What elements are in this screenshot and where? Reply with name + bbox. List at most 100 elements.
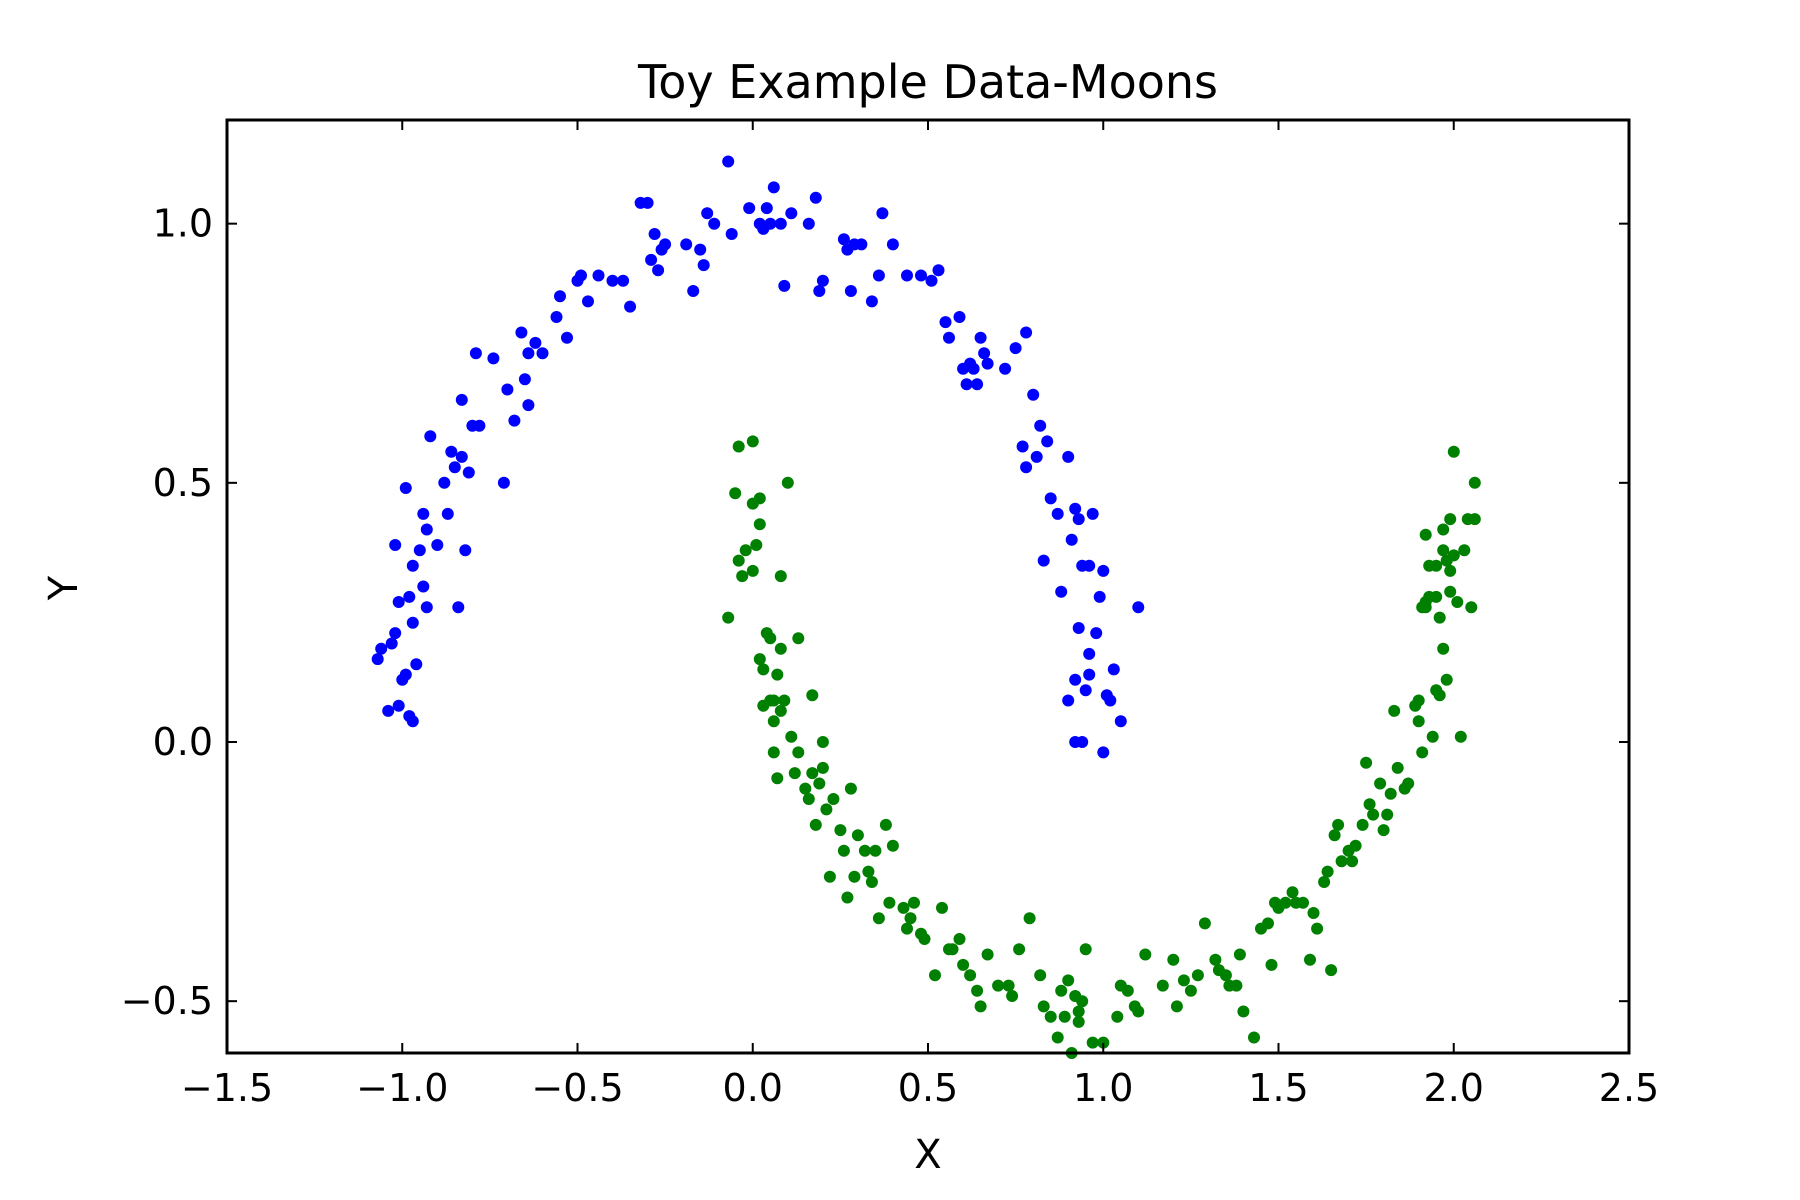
data-point-green	[964, 969, 977, 982]
data-point-green	[1444, 564, 1457, 577]
data-point-green	[1454, 730, 1467, 743]
data-point-green	[1447, 445, 1460, 458]
data-point-green	[820, 803, 833, 816]
data-point-blue	[981, 357, 994, 370]
data-point-green	[1198, 917, 1211, 930]
data-point-green	[1006, 990, 1019, 1002]
data-point-blue	[438, 476, 451, 489]
data-point-blue	[1030, 450, 1043, 463]
data-point-blue	[999, 362, 1012, 375]
data-point-blue	[417, 507, 430, 520]
data-point-green	[981, 948, 994, 961]
data-point-blue	[561, 331, 573, 344]
data-point-green	[746, 435, 759, 448]
x-tick-label: −1.0	[356, 1066, 448, 1110]
data-point-green	[767, 746, 780, 759]
data-point-green	[1191, 969, 1204, 982]
data-point-green	[901, 922, 913, 935]
data-point-green	[1377, 824, 1390, 837]
data-point-green	[1458, 544, 1471, 557]
data-point-blue	[971, 378, 984, 391]
data-point-green	[1318, 876, 1331, 888]
data-point-blue	[1097, 564, 1110, 577]
data-point-green	[774, 642, 787, 655]
data-point-blue	[809, 191, 822, 204]
data-point-blue	[624, 300, 637, 313]
y-axis-label: Y	[41, 575, 87, 601]
data-point-green	[799, 782, 812, 795]
data-point-green	[802, 793, 815, 805]
data-point-green	[816, 761, 829, 774]
data-point-blue	[774, 217, 787, 230]
data-point-green	[827, 793, 840, 805]
data-point-blue	[508, 414, 521, 427]
x-tick-label: 0.5	[898, 1066, 958, 1110]
data-point-green	[946, 943, 959, 956]
data-point-green	[872, 912, 885, 925]
data-point-blue	[445, 445, 458, 458]
data-point-blue	[901, 269, 913, 282]
data-point-blue	[778, 279, 791, 292]
data-point-green	[929, 969, 941, 982]
data-point-blue	[1079, 684, 1092, 697]
data-point-green	[1426, 730, 1439, 743]
data-point-blue	[406, 559, 419, 572]
data-point-blue	[1090, 627, 1103, 640]
data-point-green	[1279, 896, 1292, 909]
data-point-green	[1444, 513, 1457, 526]
data-point-blue	[1065, 533, 1078, 546]
data-point-blue	[389, 539, 402, 551]
data-point-blue	[1016, 440, 1029, 453]
data-point-green	[774, 704, 787, 717]
data-point-green	[1391, 761, 1404, 774]
data-point-blue	[473, 419, 486, 432]
data-point-blue	[424, 430, 437, 443]
data-point-green	[1156, 979, 1169, 992]
data-point-blue	[1086, 507, 1099, 520]
data-point-blue	[1093, 590, 1106, 603]
data-point-green	[1233, 948, 1246, 961]
data-point-green	[1072, 1005, 1085, 1018]
data-point-green	[1419, 528, 1432, 541]
data-point-blue	[1069, 502, 1082, 515]
data-point-green	[1076, 995, 1089, 1008]
data-point-blue	[410, 658, 423, 671]
x-tick-label: 1.5	[1248, 1066, 1308, 1110]
data-point-green	[1286, 886, 1299, 899]
data-point-green	[908, 896, 920, 909]
data-point-blue	[399, 668, 412, 681]
data-point-green	[883, 896, 896, 909]
data-point-blue	[417, 580, 430, 593]
data-point-green	[971, 984, 984, 997]
data-point-green	[781, 476, 794, 489]
data-point-green	[767, 694, 780, 707]
data-point-green	[879, 818, 892, 831]
data-point-green	[1363, 798, 1376, 811]
data-point-green	[1219, 969, 1232, 982]
data-point-blue	[694, 243, 707, 256]
data-point-blue	[455, 393, 468, 406]
data-point-blue	[529, 336, 542, 349]
data-point-green	[1440, 554, 1453, 567]
data-point-blue	[687, 285, 700, 297]
data-point-green	[1062, 974, 1075, 987]
data-point-green	[1419, 601, 1432, 614]
data-point-green	[862, 865, 875, 878]
data-point-blue	[1076, 736, 1089, 748]
data-point-green	[1356, 818, 1369, 831]
data-point-blue	[501, 383, 514, 396]
data-point-green	[739, 544, 752, 557]
data-point-blue	[925, 274, 938, 287]
data-point-blue	[399, 482, 412, 494]
data-point-blue	[459, 544, 472, 557]
data-point-green	[897, 901, 910, 914]
data-point-green	[1444, 585, 1457, 598]
data-point-green	[813, 777, 826, 790]
data-point-green	[851, 829, 864, 842]
data-point-blue	[617, 274, 630, 287]
data-point-blue	[697, 259, 710, 272]
data-point-blue	[1132, 601, 1145, 614]
data-point-blue	[522, 347, 535, 360]
data-point-blue	[1044, 492, 1057, 505]
